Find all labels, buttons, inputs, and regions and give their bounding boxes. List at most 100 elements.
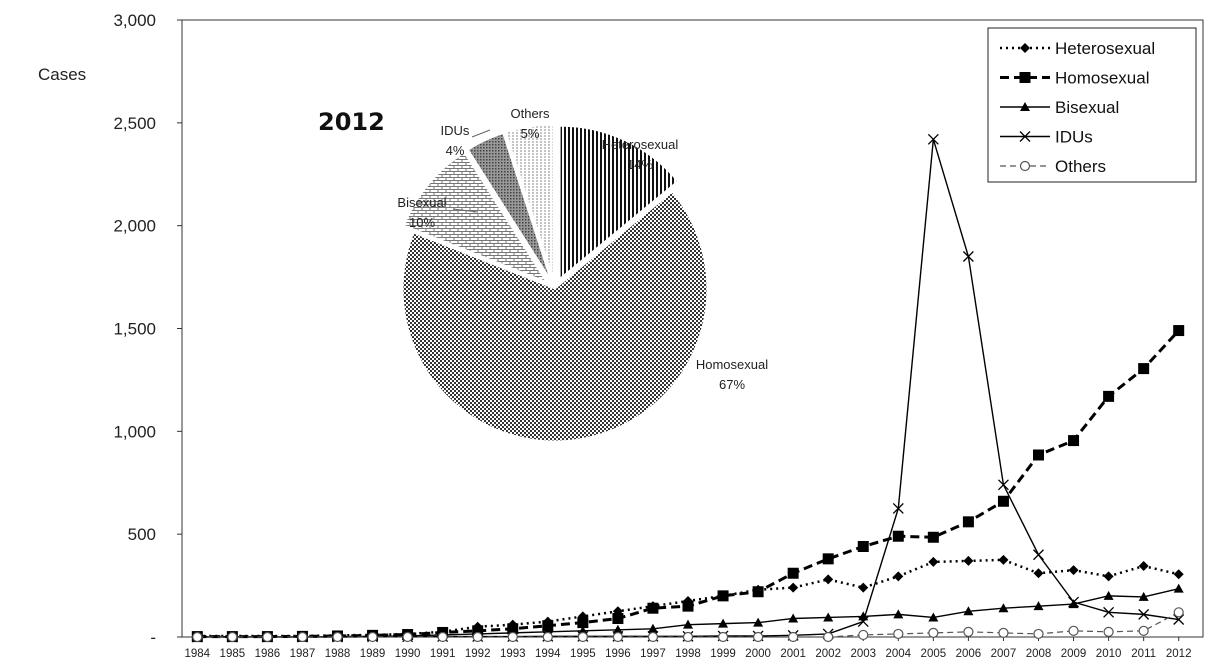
others-point xyxy=(367,631,378,643)
pie-label-homosexual: Homosexual xyxy=(696,357,768,372)
others-point xyxy=(472,631,483,643)
x-tick-label: 1999 xyxy=(710,648,736,660)
others-point xyxy=(893,628,904,640)
homosexual-point xyxy=(647,602,659,614)
x-tick-label: 1995 xyxy=(570,648,596,660)
legend: Heterosexual Homosexual Bisexual IDUs Others xyxy=(987,27,1197,183)
x-tick-label: 1996 xyxy=(605,648,631,660)
homosexual-point xyxy=(1138,363,1150,375)
heterosexual-point xyxy=(858,582,869,593)
legend-label: Bisexual xyxy=(1055,98,1119,117)
pie-percent-bisexual: 10% xyxy=(409,215,435,230)
legend-item-heterosexual: Heterosexual xyxy=(1000,39,1155,58)
x-tick-label: 2010 xyxy=(1096,648,1122,660)
x-tick-label: 1988 xyxy=(325,648,351,660)
others-point xyxy=(717,631,729,643)
homosexual-point xyxy=(577,617,589,629)
bisexual-point xyxy=(753,617,764,627)
homosexual-point xyxy=(542,620,554,632)
idus-point xyxy=(1033,549,1044,561)
bisexual-point xyxy=(683,619,693,629)
others-point xyxy=(752,631,764,643)
bisexual-point xyxy=(963,606,974,616)
y-axis-ticks: - 500 1,000 1,500 2,000 2,500 3,000 xyxy=(113,11,182,647)
x-tick-label: 1994 xyxy=(535,648,561,660)
x-tick-label: 1991 xyxy=(430,648,456,660)
idus-point xyxy=(892,502,904,514)
bisexual-point xyxy=(1173,583,1184,593)
legend-item-homosexual: Homosexual xyxy=(1000,69,1150,88)
y-tick-label: 500 xyxy=(128,525,156,544)
others-point xyxy=(928,627,939,638)
homosexual-point xyxy=(927,531,939,543)
bisexual-point xyxy=(718,618,729,628)
series-others xyxy=(192,607,1184,643)
pie-chart-2012: 2012 Heterosexual 14% Homosexual 67% Bisexua… xyxy=(318,106,768,442)
homosexual-point xyxy=(752,586,764,598)
others-markers xyxy=(192,607,1184,643)
x-tick-label: 2006 xyxy=(956,648,982,660)
x-tick-label: 2001 xyxy=(780,648,806,660)
bisexual-point xyxy=(928,612,939,622)
legend-box xyxy=(987,27,1197,183)
idus-markers xyxy=(191,133,1185,643)
others-point xyxy=(192,631,203,643)
legend-marker xyxy=(1020,102,1030,111)
x-tick-label: 2012 xyxy=(1166,648,1192,660)
others-point xyxy=(402,631,413,643)
idus-point xyxy=(1173,614,1185,625)
heterosexual-point xyxy=(928,556,939,567)
others-point xyxy=(1173,607,1184,618)
pie-label-idus: IDUs xyxy=(441,123,470,138)
others-point xyxy=(963,626,974,637)
x-tick-label: 1993 xyxy=(500,648,526,660)
pie-percent-others: 5% xyxy=(521,126,540,141)
legend-item-bisexual: Bisexual xyxy=(1000,98,1119,117)
others-point xyxy=(297,631,308,643)
homosexual-point xyxy=(612,612,624,624)
others-point xyxy=(1103,626,1114,637)
x-tick-label: 2003 xyxy=(850,648,876,660)
pie-label-bisexual: Bisexual xyxy=(397,195,446,210)
others-point xyxy=(507,631,518,643)
legend-marker xyxy=(1019,160,1031,172)
homosexual-point xyxy=(822,553,834,565)
heterosexual-point xyxy=(893,571,904,582)
legend-marker xyxy=(1020,43,1030,53)
others-point xyxy=(858,629,869,641)
others-point xyxy=(1138,625,1149,636)
homosexual-point xyxy=(892,530,904,542)
bisexual-point xyxy=(612,624,623,634)
others-point xyxy=(998,627,1009,638)
legend-item-others: Others xyxy=(1000,157,1106,176)
y-tick-label: 1,500 xyxy=(113,320,156,339)
pie-slice-homosexual xyxy=(402,191,708,442)
pie-title: 2012 xyxy=(318,108,385,136)
x-tick-label: 2000 xyxy=(745,648,771,660)
others-point xyxy=(1068,625,1079,636)
heterosexual-point xyxy=(998,554,1009,565)
x-tick-label: 2008 xyxy=(1026,648,1052,660)
pie-label-others: Others xyxy=(510,106,550,121)
x-tick-label: 1997 xyxy=(640,648,666,660)
series-homosexual xyxy=(191,325,1185,643)
bisexual-point xyxy=(1103,590,1114,600)
homosexual-point xyxy=(997,495,1009,507)
idus-point xyxy=(1138,608,1150,620)
heterosexual-point xyxy=(1103,571,1114,582)
homosexual-markers xyxy=(191,325,1185,643)
y-tick-label: 2,000 xyxy=(113,217,156,236)
idus-point xyxy=(962,251,974,262)
others-point xyxy=(227,631,238,643)
homosexual-point xyxy=(962,516,974,528)
others-point xyxy=(1033,628,1044,640)
legend-item-idus: IDUs xyxy=(1000,128,1093,147)
x-tick-label: 2002 xyxy=(815,648,841,660)
x-axis-ticks: 1984 1985 1986 1987 1988 1989 1990 1991 1992 1993… xyxy=(185,637,1192,660)
legend-label: Heterosexual xyxy=(1055,39,1155,58)
pie-labels: Heterosexual 14% Homosexual 67% Bisexual 10% I… xyxy=(397,106,768,392)
x-tick-label: 2004 xyxy=(886,648,912,660)
homosexual-line xyxy=(197,329,1180,639)
legend-label: Others xyxy=(1055,157,1106,176)
